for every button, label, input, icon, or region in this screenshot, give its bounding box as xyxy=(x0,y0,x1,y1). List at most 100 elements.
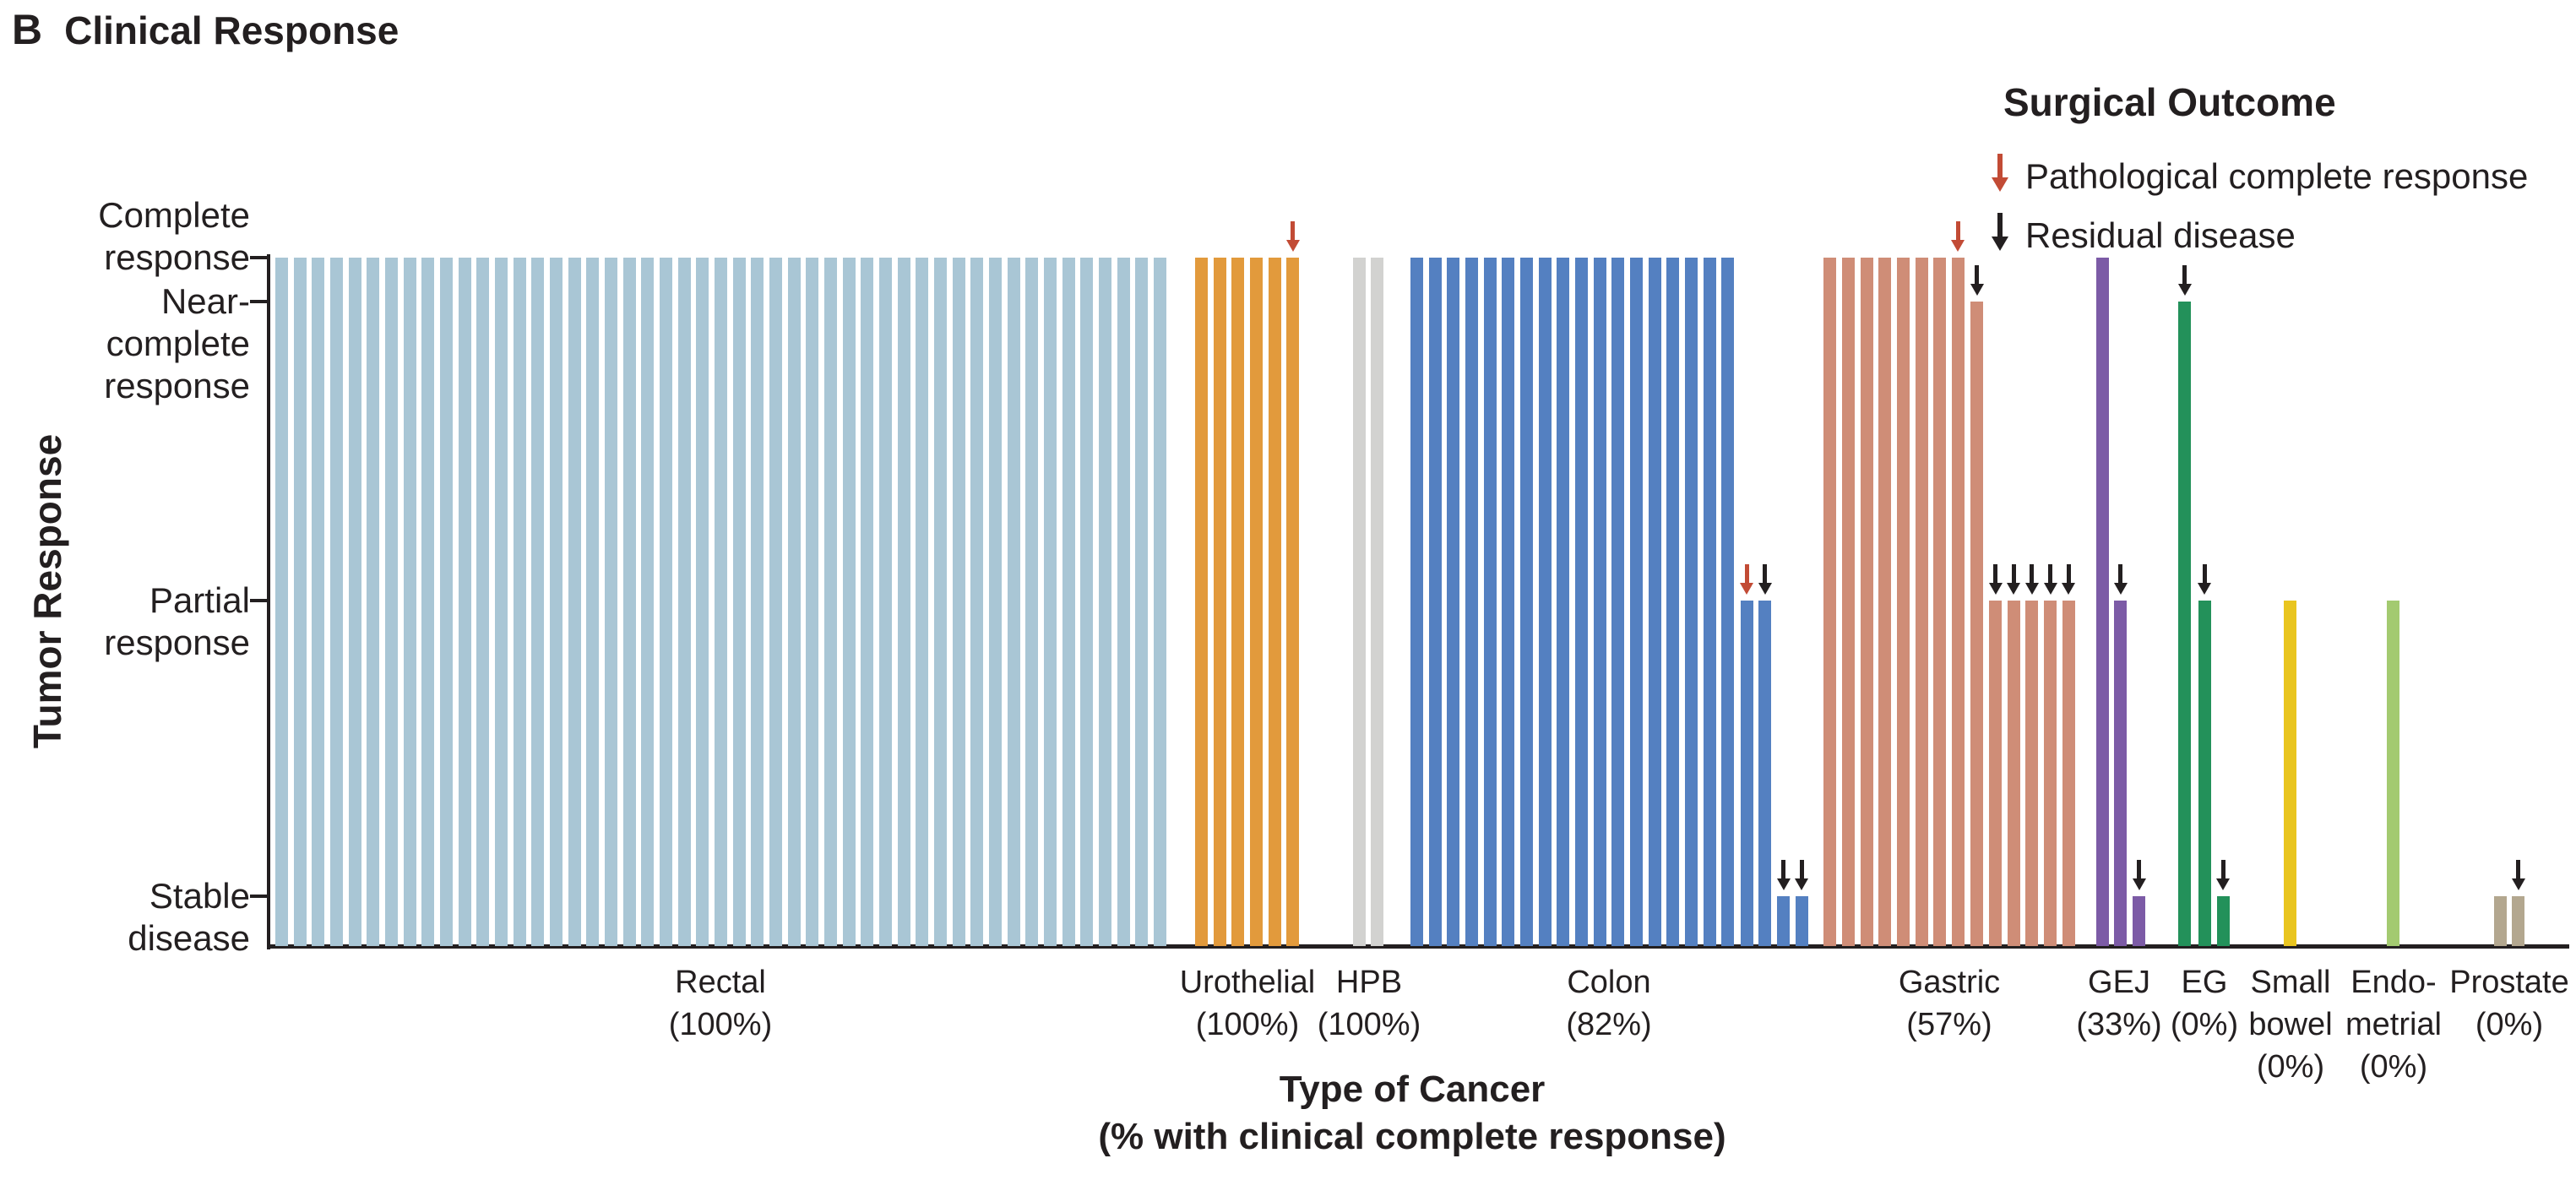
surgical-outcome-arrow-black xyxy=(2511,860,2525,890)
bar-rectal-cr xyxy=(677,258,691,946)
bar-colon-cr xyxy=(1557,258,1570,946)
bar-colon-cr xyxy=(1721,258,1735,946)
bar-rectal-cr xyxy=(550,258,563,946)
bar-rectal-cr xyxy=(476,258,490,946)
bar-hpb-cr xyxy=(1371,258,1384,946)
bar-rectal-cr xyxy=(1099,258,1112,946)
red-down-arrow-icon xyxy=(1992,154,2008,193)
bar-rectal-cr xyxy=(605,258,618,946)
panel-title: B Clinical Response xyxy=(12,5,399,54)
surgical-outcome-arrow-black xyxy=(2024,564,2039,595)
panel-tag: B xyxy=(12,6,43,53)
bar-rectal-cr xyxy=(715,258,728,946)
x-label-gej: GEJ (33%) xyxy=(2076,965,2162,1042)
legend-title: Surgical Outcome xyxy=(2003,80,2336,124)
bar-colon-cr xyxy=(1410,258,1423,946)
x-label-urothelial: Urothelial (100%) xyxy=(1179,965,1316,1042)
x-axis-line xyxy=(267,944,2569,949)
bar-gastric-pr xyxy=(2025,601,2039,946)
bar-gastric-ncr xyxy=(1970,302,1984,946)
surgical-outcome-arrow-black xyxy=(1795,860,1809,890)
bar-eg-sd xyxy=(2216,896,2230,946)
bar-rectal-cr xyxy=(1062,258,1075,946)
bar-urothelial-cr xyxy=(1195,258,1208,946)
x-label-hpb: HPB (100%) xyxy=(1317,965,1421,1042)
surgical-outcome-arrow-red xyxy=(1951,221,1965,252)
bar-rectal-cr xyxy=(1117,258,1130,946)
y-tick-sd xyxy=(250,895,267,898)
bar-colon-pr xyxy=(1758,601,1772,946)
y-tick-label-sd: Stable disease xyxy=(128,876,250,958)
bar-gastric-cr xyxy=(1841,258,1855,946)
surgical-outcome-arrow-black xyxy=(2113,564,2128,595)
bar-colon-cr xyxy=(1630,258,1644,946)
bar-rectal-cr xyxy=(751,258,764,946)
bar-rectal-cr xyxy=(1007,258,1020,946)
bar-colon-cr xyxy=(1502,258,1515,946)
surgical-outcome-arrow-black xyxy=(2132,860,2146,890)
bar-rectal-cr xyxy=(660,258,673,946)
y-tick-pr xyxy=(250,599,267,602)
bar-rectal-cr xyxy=(586,258,600,946)
bar-rectal-cr xyxy=(458,258,471,946)
bar-rectal-cr xyxy=(421,258,435,946)
legend-item-pathological-complete-response: Pathological complete response xyxy=(2025,156,2529,196)
surgical-outcome-arrow-black xyxy=(2177,265,2192,296)
bar-rectal-cr xyxy=(824,258,838,946)
surgical-outcome-arrow-black xyxy=(1970,265,1984,296)
bar-rectal-cr xyxy=(952,258,965,946)
bar-rectal-cr xyxy=(1025,258,1039,946)
bar-prostate-sd xyxy=(2493,896,2507,946)
bar-rectal-cr xyxy=(385,258,399,946)
bar-gastric-cr xyxy=(1933,258,1947,946)
bar-rectal-cr xyxy=(934,258,948,946)
x-label-rectal: Rectal (100%) xyxy=(668,965,773,1042)
bar-endometrial-pr xyxy=(2386,601,2399,946)
bar-gej-pr xyxy=(2114,601,2128,946)
x-label-eg: EG (0%) xyxy=(2170,965,2239,1042)
bar-gastric-cr xyxy=(1896,258,1910,946)
bar-eg-ncr xyxy=(2178,302,2192,946)
bar-rectal-cr xyxy=(367,258,380,946)
surgical-outcome-arrow-black xyxy=(2198,564,2212,595)
bar-rectal-cr xyxy=(330,258,343,946)
bar-gastric-pr xyxy=(1989,601,2002,946)
bar-colon-cr xyxy=(1685,258,1698,946)
bar-rectal-cr xyxy=(1044,258,1057,946)
bar-rectal-cr xyxy=(916,258,929,946)
surgical-outcome-arrow-black xyxy=(2007,564,2021,595)
y-tick-cr xyxy=(250,256,267,259)
bar-colon-sd xyxy=(1777,896,1790,946)
bar-colon-cr xyxy=(1520,258,1534,946)
bar-rectal-cr xyxy=(1135,258,1149,946)
bar-urothelial-cr xyxy=(1231,258,1245,946)
bar-rectal-cr xyxy=(970,258,984,946)
panel-title-text: Clinical Response xyxy=(64,8,399,52)
bar-rectal-cr xyxy=(568,258,581,946)
bar-colon-cr xyxy=(1666,258,1680,946)
surgical-outcome-arrow-black xyxy=(1988,564,2003,595)
bar-rectal-cr xyxy=(1080,258,1094,946)
x-label-gastric: Gastric (57%) xyxy=(1898,965,2001,1042)
bar-rectal-cr xyxy=(403,258,416,946)
surgical-outcome-arrow-black xyxy=(2043,564,2057,595)
bar-rectal-cr xyxy=(495,258,508,946)
bar-colon-cr xyxy=(1428,258,1442,946)
surgical-outcome-arrow-black xyxy=(2216,860,2231,890)
bar-colon-cr xyxy=(1703,258,1716,946)
bar-colon-pr xyxy=(1740,601,1753,946)
bar-colon-cr xyxy=(1447,258,1460,946)
bar-colon-cr xyxy=(1611,258,1625,946)
bar-gej-cr xyxy=(2095,258,2109,946)
bar-rectal-cr xyxy=(312,258,325,946)
bar-gej-sd xyxy=(2133,896,2145,946)
x-axis-title-line2: (% with clinical complete response) xyxy=(1098,1116,1726,1157)
bar-rectal-cr xyxy=(622,258,636,946)
bar-prostate-sd xyxy=(2512,896,2525,946)
bar-rectal-cr xyxy=(787,258,801,946)
bar-rectal-cr xyxy=(732,258,746,946)
x-label-endometrial: Endo-metrial (0%) xyxy=(2345,965,2443,1085)
bar-hpb-cr xyxy=(1352,258,1366,946)
bar-urothelial-cr xyxy=(1250,258,1263,946)
